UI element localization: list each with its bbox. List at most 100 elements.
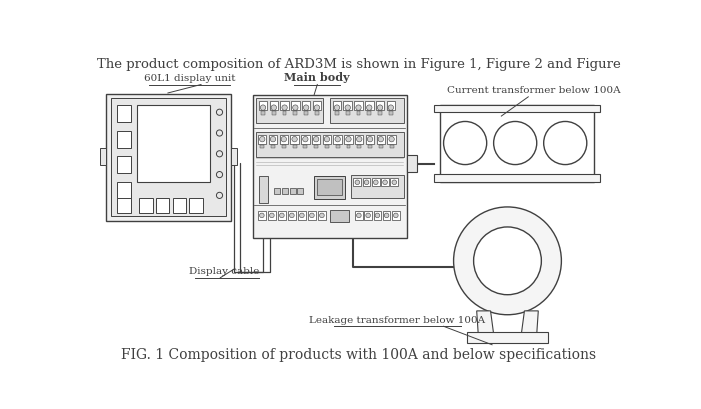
Circle shape xyxy=(367,137,373,142)
Text: 60L1 display unit: 60L1 display unit xyxy=(144,74,236,83)
Circle shape xyxy=(444,121,486,164)
Bar xyxy=(308,211,315,220)
Bar xyxy=(117,182,131,198)
Bar xyxy=(290,188,296,194)
Bar xyxy=(270,101,278,110)
Bar xyxy=(386,101,395,110)
Bar xyxy=(278,211,286,220)
Bar xyxy=(344,135,353,144)
Bar xyxy=(407,155,417,172)
Bar xyxy=(376,135,385,144)
Bar xyxy=(336,144,339,148)
Circle shape xyxy=(346,137,351,142)
Circle shape xyxy=(313,137,319,142)
Circle shape xyxy=(454,207,562,315)
Bar xyxy=(117,105,131,122)
Bar xyxy=(268,135,278,144)
Circle shape xyxy=(335,137,341,142)
Bar xyxy=(100,148,107,164)
Circle shape xyxy=(377,105,383,110)
Bar xyxy=(379,144,383,148)
Bar xyxy=(274,188,280,194)
Bar xyxy=(294,111,297,115)
Bar xyxy=(137,105,210,182)
Bar xyxy=(381,178,389,186)
Circle shape xyxy=(544,121,587,164)
Circle shape xyxy=(375,213,380,218)
Bar xyxy=(376,101,384,110)
Circle shape xyxy=(356,105,361,110)
Bar xyxy=(261,111,265,115)
Bar xyxy=(111,98,226,216)
Bar xyxy=(260,144,264,148)
Bar xyxy=(351,175,404,198)
Bar xyxy=(374,211,381,220)
Bar xyxy=(346,144,350,148)
Circle shape xyxy=(384,213,389,218)
Circle shape xyxy=(304,105,309,110)
Bar xyxy=(298,211,306,220)
Bar xyxy=(378,111,382,115)
Bar xyxy=(388,135,396,144)
Circle shape xyxy=(271,105,276,110)
Bar xyxy=(259,176,268,203)
Bar xyxy=(365,211,372,220)
Bar xyxy=(329,98,404,123)
Bar xyxy=(117,156,131,173)
Circle shape xyxy=(290,213,294,218)
Bar xyxy=(440,105,594,182)
Bar xyxy=(256,132,404,157)
Bar xyxy=(258,135,266,144)
Text: Main body: Main body xyxy=(285,72,350,83)
Bar xyxy=(256,98,323,123)
Bar xyxy=(433,105,600,112)
Bar xyxy=(372,178,380,186)
Bar xyxy=(292,144,297,148)
Circle shape xyxy=(259,137,265,142)
Bar xyxy=(318,211,326,220)
Text: FIG. 1 Composition of products with 100A and below specifications: FIG. 1 Composition of products with 100A… xyxy=(121,348,597,362)
Bar xyxy=(231,148,237,164)
Bar xyxy=(283,111,287,115)
Bar xyxy=(314,176,345,199)
Bar xyxy=(329,210,349,222)
Text: Display cable: Display cable xyxy=(189,267,259,276)
Text: Leakage transformer below 100A: Leakage transformer below 100A xyxy=(309,316,485,325)
Bar xyxy=(335,111,339,115)
Circle shape xyxy=(366,213,370,218)
Bar xyxy=(355,135,364,144)
Bar xyxy=(390,178,398,186)
Bar xyxy=(333,101,341,110)
Circle shape xyxy=(292,137,297,142)
Bar xyxy=(433,174,600,182)
Circle shape xyxy=(393,213,398,218)
Bar xyxy=(156,198,170,213)
Bar xyxy=(318,179,342,195)
Bar xyxy=(117,198,131,213)
Bar xyxy=(334,135,342,144)
Bar xyxy=(189,198,203,213)
Bar xyxy=(259,101,267,110)
Circle shape xyxy=(357,213,361,218)
Circle shape xyxy=(299,213,304,218)
Circle shape xyxy=(494,121,537,164)
Bar xyxy=(365,101,374,110)
Bar xyxy=(325,144,329,148)
Circle shape xyxy=(325,137,329,142)
Bar xyxy=(139,198,153,213)
Bar xyxy=(358,144,361,148)
Bar xyxy=(117,131,131,148)
Circle shape xyxy=(367,105,372,110)
Circle shape xyxy=(388,105,393,110)
Bar xyxy=(301,135,310,144)
Bar xyxy=(252,95,407,238)
Circle shape xyxy=(270,213,274,218)
Circle shape xyxy=(281,137,287,142)
Text: Current transformer below 100A: Current transformer below 100A xyxy=(447,86,620,95)
Circle shape xyxy=(271,137,275,142)
Bar xyxy=(354,101,362,110)
Bar xyxy=(313,101,321,110)
Circle shape xyxy=(383,180,388,184)
Polygon shape xyxy=(477,311,494,334)
Bar xyxy=(353,178,361,186)
